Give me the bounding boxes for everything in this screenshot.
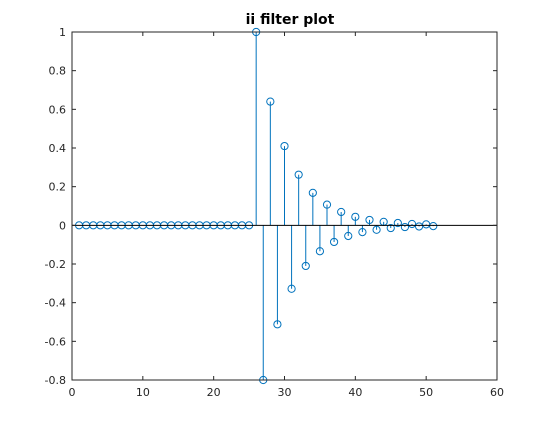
y-tick-label: 0.6 (49, 103, 67, 116)
x-tick-label: 0 (69, 386, 76, 399)
y-tick-label: 1 (59, 26, 66, 39)
stem-marker (407, 219, 417, 229)
stem-marker (266, 97, 275, 106)
x-tick-label: 50 (419, 386, 433, 399)
x-tick-label: 30 (278, 386, 292, 399)
stem-marker (393, 218, 402, 228)
stem-marker (386, 223, 395, 233)
stem-marker (400, 222, 410, 232)
stem-marker (358, 228, 367, 237)
y-tick-label: -0.8 (45, 374, 66, 387)
y-tick-label: -0.4 (45, 297, 66, 310)
y-tick-label: 0.4 (49, 142, 67, 155)
stem-marker (294, 170, 303, 179)
x-tick-label: 10 (136, 386, 150, 399)
stem-marker (301, 261, 310, 271)
y-ticks-group: -0.8 -0.6 -0.4 -0.2 0 0.2 0.4 0.6 0.8 1 (45, 26, 497, 387)
y-tick-label: 0.2 (49, 181, 67, 194)
stem-marker (315, 247, 325, 256)
chart-title: ii filter plot (246, 12, 335, 28)
stem-marker (429, 222, 438, 231)
x-tick-label: 60 (490, 386, 504, 399)
stem-marker (337, 207, 346, 217)
y-tick-label: -0.6 (45, 335, 66, 348)
stem-marker (280, 141, 289, 151)
stem-marker (372, 225, 381, 234)
stem-marker (308, 188, 317, 197)
stem-marker (322, 200, 332, 209)
stem-marker (287, 284, 296, 293)
stems-group (74, 27, 438, 385)
stem-marker (365, 215, 374, 225)
stem-marker (351, 212, 360, 221)
y-tick-label: -0.2 (45, 258, 66, 271)
x-ticks-group: 0 10 20 30 40 50 60 (69, 32, 504, 399)
x-tick-label: 40 (348, 386, 362, 399)
x-tick-label: 20 (207, 386, 221, 399)
stem-marker (329, 237, 339, 247)
stem-marker (273, 320, 282, 329)
y-tick-label: 0.8 (49, 65, 67, 78)
y-tick-label: 0 (59, 219, 66, 232)
stem-marker (344, 231, 353, 241)
